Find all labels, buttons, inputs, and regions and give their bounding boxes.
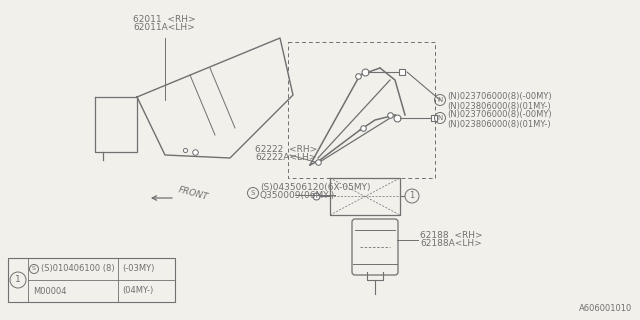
- Text: FRONT: FRONT: [177, 186, 209, 202]
- Text: 62188A<LH>: 62188A<LH>: [420, 239, 482, 248]
- Text: (N)023806000(8)(01MY-): (N)023806000(8)(01MY-): [447, 101, 550, 110]
- Text: 1: 1: [410, 191, 415, 201]
- Text: 62188  <RH>: 62188 <RH>: [420, 231, 483, 240]
- Text: (N)023706000(8)(-00MY): (N)023706000(8)(-00MY): [447, 110, 552, 119]
- Text: S: S: [32, 267, 36, 271]
- Text: (N)023806000(8)(01MY-): (N)023806000(8)(01MY-): [447, 119, 550, 129]
- Bar: [8, 258, 175, 302]
- Text: 1: 1: [15, 276, 21, 284]
- Text: N: N: [437, 115, 443, 121]
- Text: (N)023706000(8)(-00MY): (N)023706000(8)(-00MY): [447, 92, 552, 101]
- Text: 62011A<LH>: 62011A<LH>: [133, 23, 195, 32]
- Text: A606001010: A606001010: [579, 304, 632, 313]
- Text: (S)010406100 (8): (S)010406100 (8): [41, 265, 115, 274]
- Text: (04MY-): (04MY-): [122, 286, 153, 295]
- Text: 62222  <RH>: 62222 <RH>: [255, 145, 317, 154]
- Text: (-03MY): (-03MY): [122, 265, 154, 274]
- Text: Q350009(06MY-): Q350009(06MY-): [260, 191, 335, 200]
- Text: 62011  <RH>: 62011 <RH>: [133, 15, 196, 24]
- Text: (S)043506120(6X-05MY): (S)043506120(6X-05MY): [260, 183, 371, 192]
- Text: 62222A<LH>: 62222A<LH>: [255, 153, 316, 162]
- Text: M00004: M00004: [33, 286, 67, 295]
- Text: S: S: [251, 190, 255, 196]
- Text: N: N: [437, 97, 443, 103]
